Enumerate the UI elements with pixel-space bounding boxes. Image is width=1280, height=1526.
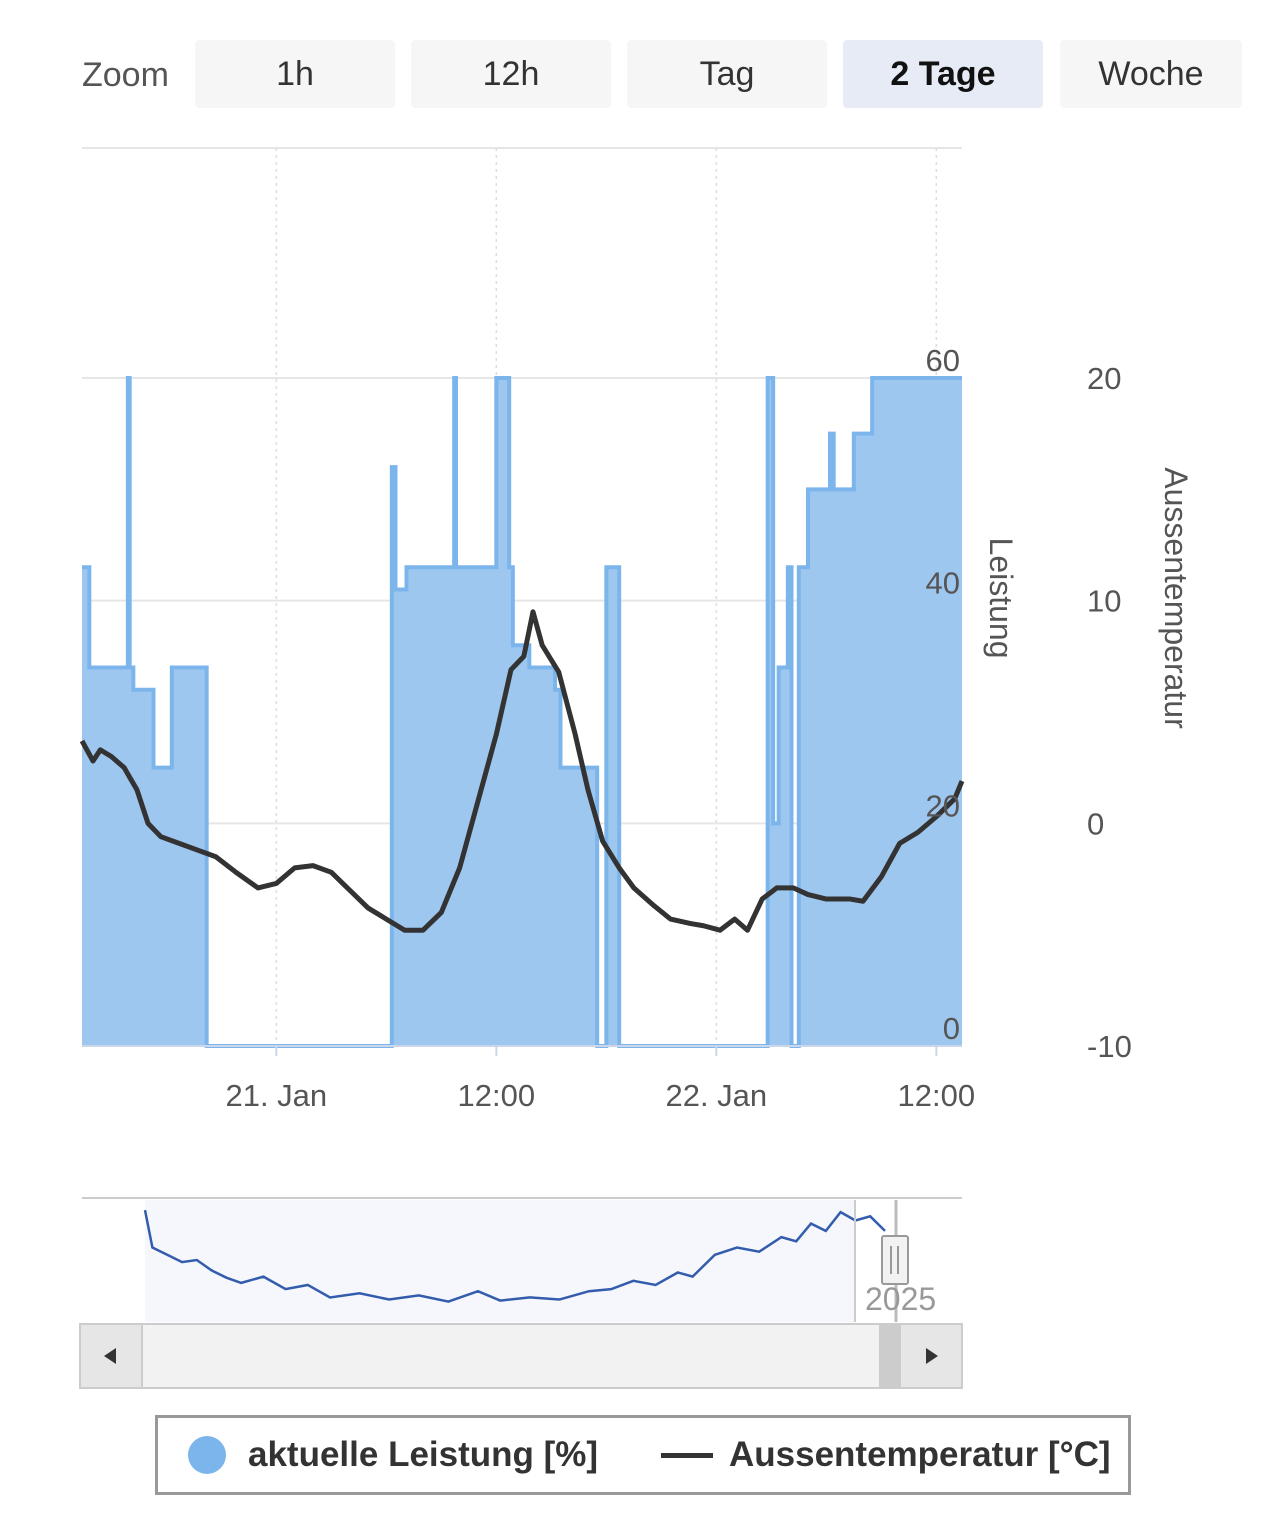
x-tick-label-1: 12:00 bbox=[458, 1078, 536, 1113]
y-axis-leistung-ticks: 0 20 40 60 bbox=[926, 343, 960, 1046]
zoom-button-12h[interactable]: 12h bbox=[411, 40, 611, 108]
legend-line-icon bbox=[661, 1452, 713, 1458]
navigator-series bbox=[143, 1209, 886, 1303]
scrollbar-track[interactable] bbox=[79, 1323, 963, 1389]
x-tick-label-0: 21. Jan bbox=[225, 1078, 327, 1113]
legend-item-temperatur[interactable]: Aussentemperatur [°C] bbox=[661, 1418, 1111, 1492]
series-temperature bbox=[79, 609, 965, 933]
handle-box[interactable] bbox=[881, 1235, 909, 1285]
navigator-mask bbox=[145, 1200, 855, 1322]
zoom-button-woche[interactable]: Woche bbox=[1060, 40, 1242, 108]
navigator-handle[interactable] bbox=[881, 1235, 909, 1285]
temperature-line bbox=[79, 609, 965, 933]
y-tick-leistung-1: 20 bbox=[926, 788, 960, 823]
y-tick-temperatur-2: 10 bbox=[1087, 584, 1121, 619]
zoom-button-2-tage[interactable]: 2 Tage bbox=[843, 40, 1043, 108]
zoom-button-tag[interactable]: Tag bbox=[627, 40, 827, 108]
zoom-button-1h[interactable]: 1h bbox=[195, 40, 395, 108]
legend-label-temperatur: Aussentemperatur [°C] bbox=[729, 1435, 1111, 1474]
y-tick-temperatur-0: -10 bbox=[1087, 1029, 1132, 1064]
y-axis-leistung-title: Leistung bbox=[983, 538, 1019, 659]
navigator[interactable]: 2025 bbox=[82, 1197, 962, 1322]
legend-dot-icon bbox=[188, 1436, 226, 1474]
y-axis-temperatur-ticks: -10 0 10 20 bbox=[1087, 361, 1132, 1064]
series-power bbox=[82, 376, 962, 1048]
arrow-left-icon bbox=[104, 1348, 116, 1364]
power-area bbox=[82, 378, 962, 1046]
navigator-year-label: 2025 bbox=[865, 1281, 936, 1317]
x-tick-label-2: 22. Jan bbox=[665, 1078, 767, 1113]
y-tick-leistung-0: 0 bbox=[943, 1011, 960, 1046]
legend-label-leistung: aktuelle Leistung [%] bbox=[248, 1435, 599, 1474]
legend-item-leistung[interactable]: aktuelle Leistung [%] bbox=[188, 1418, 598, 1492]
zoom-label: Zoom bbox=[82, 56, 169, 94]
scroll-right-button[interactable] bbox=[899, 1323, 963, 1389]
x-tick-label-3: 12:00 bbox=[898, 1078, 976, 1113]
y-tick-leistung-2: 40 bbox=[926, 566, 960, 601]
legend: aktuelle Leistung [%] Aussentemperatur [… bbox=[155, 1415, 1131, 1495]
scrollbar[interactable] bbox=[79, 1323, 963, 1389]
y-tick-temperatur-3: 20 bbox=[1087, 361, 1121, 396]
y-tick-temperatur-1: 0 bbox=[1087, 806, 1104, 841]
zoom-toolbar: Zoom 1h 12h Tag 2 Tage Woche bbox=[0, 40, 1280, 110]
x-axis-ticks: 21. Jan 12:00 22. Jan 12:00 bbox=[225, 1046, 975, 1113]
scrollbar-thumb[interactable] bbox=[879, 1324, 901, 1388]
y-axis-temperatur-title: Aussentemperatur bbox=[1158, 467, 1194, 729]
navigator-line bbox=[143, 1209, 886, 1303]
arrow-right-icon bbox=[926, 1348, 938, 1364]
y-tick-leistung-3: 60 bbox=[926, 343, 960, 378]
power-step-line bbox=[82, 376, 962, 1048]
